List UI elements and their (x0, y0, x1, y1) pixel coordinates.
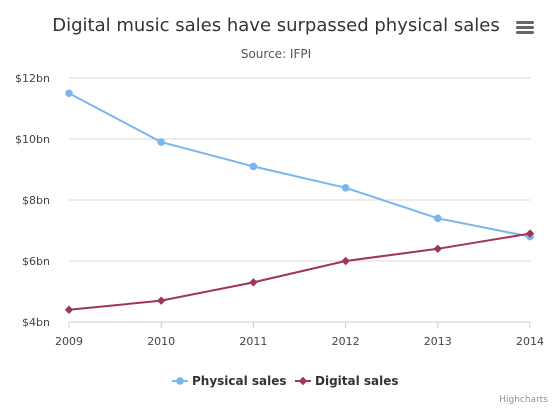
legend-label: Physical sales (192, 374, 287, 388)
digital-sales-point[interactable] (157, 296, 166, 305)
x-tick-label: 2009 (55, 335, 83, 348)
grid-lines (69, 77, 530, 323)
series-digital-sales[interactable] (64, 229, 535, 314)
x-tick-label: 2010 (147, 335, 175, 348)
y-tick-label: $4bn (22, 316, 50, 329)
series-physical-sales[interactable] (65, 89, 534, 241)
legend-symbol-marker[interactable] (176, 377, 184, 385)
context-menu-button[interactable] (510, 16, 536, 38)
x-tick-label: 2013 (424, 335, 452, 348)
legend-item-digital-sales[interactable]: Digital sales (295, 374, 399, 388)
y-tick-label: $10bn (15, 133, 50, 146)
digital-sales-point[interactable] (525, 229, 535, 238)
digital-sales-line[interactable] (68, 232, 531, 311)
legend-item-physical-sales[interactable]: Physical sales (172, 374, 287, 388)
legend[interactable]: Physical sales Digital sales (172, 374, 399, 388)
chart-title: Digital music sales have surpassed physi… (52, 15, 500, 36)
legend-symbol-marker[interactable] (298, 376, 308, 386)
digital-sales-point[interactable] (64, 305, 74, 314)
digital-sales-point[interactable] (341, 256, 350, 266)
physical-sales-point[interactable] (157, 138, 165, 146)
y-tick-label: $12bn (15, 72, 50, 85)
credits[interactable]: Highcharts (499, 395, 548, 405)
x-axis: 2009 2010 2011 2012 2013 2014 (55, 322, 544, 348)
x-tick-label: 2012 (332, 335, 360, 348)
y-axis: $4bn $6bn $8bn $10bn $12bn (15, 72, 50, 329)
y-tick-label: $8bn (22, 194, 50, 207)
chart-subtitle: Source: IFPI (241, 47, 311, 61)
legend-label: Digital sales (315, 374, 399, 388)
digital-sales-point[interactable] (433, 244, 442, 253)
physical-sales-line[interactable] (68, 92, 531, 238)
physical-sales-point[interactable] (65, 89, 73, 98)
physical-sales-point[interactable] (341, 184, 350, 192)
hamburger-menu-icon (516, 21, 534, 34)
digital-sales-point[interactable] (249, 278, 258, 287)
y-tick-label: $6bn (22, 255, 50, 268)
x-tick-label: 2014 (516, 335, 544, 348)
plot-series (64, 89, 535, 314)
x-tick-label: 2011 (239, 335, 267, 348)
physical-sales-point[interactable] (434, 214, 442, 223)
physical-sales-point[interactable] (249, 162, 258, 171)
